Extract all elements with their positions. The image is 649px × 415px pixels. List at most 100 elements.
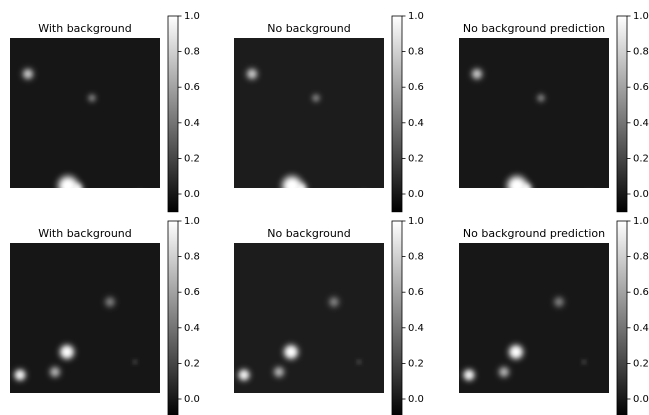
colorbar-tick-label: 0.8 bbox=[184, 47, 200, 58]
panel-title: With background bbox=[38, 22, 132, 35]
colorbar bbox=[391, 15, 403, 213]
colorbar-tick-label: 0.8 bbox=[184, 252, 200, 263]
colorbar-tick-label: 0.4 bbox=[184, 323, 200, 334]
star bbox=[465, 371, 473, 379]
panel-title: No background bbox=[267, 227, 351, 240]
star bbox=[89, 95, 95, 101]
colorbar-tick-label: 0.6 bbox=[184, 287, 200, 298]
image-panel bbox=[232, 38, 384, 231]
image-panel bbox=[234, 243, 384, 393]
star bbox=[339, 215, 345, 221]
colorbar-tick-label: 0.4 bbox=[408, 323, 424, 334]
star-glow bbox=[136, 217, 146, 227]
star bbox=[106, 298, 114, 306]
colorbar-tick-label: 0.6 bbox=[408, 287, 424, 298]
colorbar-tick-label: 1.0 bbox=[184, 11, 200, 22]
image bbox=[459, 38, 609, 188]
star-glow bbox=[583, 192, 596, 205]
colorbar-tick-label: 0.2 bbox=[408, 153, 424, 164]
panel-title: No background prediction bbox=[463, 227, 605, 240]
colorbar-tick-label: 0.2 bbox=[633, 153, 649, 164]
star-glow bbox=[70, 182, 84, 188]
colorbar bbox=[391, 220, 403, 415]
star bbox=[24, 70, 32, 78]
image bbox=[234, 243, 384, 393]
image-panel bbox=[459, 38, 609, 227]
stars bbox=[470, 67, 596, 227]
colorbar-tick-label: 0.0 bbox=[408, 189, 424, 200]
star bbox=[16, 371, 24, 379]
image-panel bbox=[8, 38, 160, 231]
colorbar-tick-label: 0.8 bbox=[633, 252, 649, 263]
star bbox=[275, 368, 283, 376]
star-glow bbox=[360, 217, 370, 227]
colorbar-tick-label: 0.0 bbox=[184, 189, 200, 200]
colorbar-tick-label: 0.0 bbox=[184, 394, 200, 405]
stars bbox=[8, 67, 147, 231]
star bbox=[564, 215, 570, 221]
colorbar-tick-label: 1.0 bbox=[633, 11, 649, 22]
star bbox=[248, 70, 256, 78]
star-glow bbox=[337, 213, 347, 223]
star-glow bbox=[562, 213, 572, 223]
colorbar-tick-label: 0.4 bbox=[633, 323, 649, 334]
image bbox=[234, 38, 384, 188]
image bbox=[10, 38, 160, 188]
star bbox=[138, 219, 144, 225]
star bbox=[297, 185, 305, 188]
star bbox=[583, 361, 585, 363]
colorbar-tick-label: 1.0 bbox=[408, 216, 424, 227]
colorbar bbox=[616, 220, 628, 415]
star bbox=[234, 220, 242, 228]
panel-title: With background bbox=[38, 227, 132, 240]
colorbar-tick-label: 0.0 bbox=[633, 394, 649, 405]
star bbox=[555, 298, 563, 306]
colorbar-tick-label: 0.4 bbox=[408, 118, 424, 129]
panel-title: No background bbox=[267, 22, 351, 35]
colorbar-tick-label: 1.0 bbox=[408, 11, 424, 22]
image-panel bbox=[10, 243, 160, 393]
colorbar-tick-label: 0.6 bbox=[633, 287, 649, 298]
colorbar bbox=[616, 15, 628, 213]
star bbox=[362, 219, 368, 225]
star bbox=[136, 194, 144, 202]
star bbox=[522, 185, 530, 188]
colorbar bbox=[167, 220, 179, 415]
star-glow bbox=[358, 192, 371, 205]
star bbox=[286, 347, 296, 357]
colorbar-tick-label: 0.2 bbox=[633, 358, 649, 369]
star bbox=[330, 298, 338, 306]
stars bbox=[462, 295, 586, 382]
colorbar-tick-label: 0.4 bbox=[633, 118, 649, 129]
image-panel bbox=[459, 243, 609, 393]
stars bbox=[237, 295, 361, 382]
star bbox=[511, 347, 521, 357]
star-glow bbox=[8, 218, 21, 231]
star bbox=[240, 371, 248, 379]
image bbox=[10, 243, 160, 393]
star bbox=[115, 215, 121, 221]
colorbar-tick-label: 0.6 bbox=[408, 82, 424, 93]
colorbar-tick-label: 0.4 bbox=[184, 118, 200, 129]
colorbar-tick-label: 1.0 bbox=[184, 216, 200, 227]
star-glow bbox=[113, 213, 123, 223]
star-glow bbox=[134, 192, 147, 205]
colorbar-tick-label: 0.0 bbox=[408, 394, 424, 405]
image bbox=[459, 243, 609, 393]
colorbar-tick-label: 0.2 bbox=[408, 358, 424, 369]
colorbar-tick-label: 1.0 bbox=[633, 216, 649, 227]
star bbox=[500, 368, 508, 376]
stars bbox=[13, 295, 137, 382]
star-glow bbox=[519, 182, 533, 188]
star-glow bbox=[232, 218, 245, 231]
star bbox=[73, 185, 81, 188]
star bbox=[358, 361, 360, 363]
colorbar-tick-label: 0.8 bbox=[633, 47, 649, 58]
colorbar-tick-label: 0.6 bbox=[633, 82, 649, 93]
colorbar-tick-label: 0.8 bbox=[408, 47, 424, 58]
star-glow bbox=[585, 217, 595, 227]
colorbar-tick-label: 0.2 bbox=[184, 153, 200, 164]
star bbox=[360, 194, 368, 202]
panel-title: No background prediction bbox=[463, 22, 605, 35]
